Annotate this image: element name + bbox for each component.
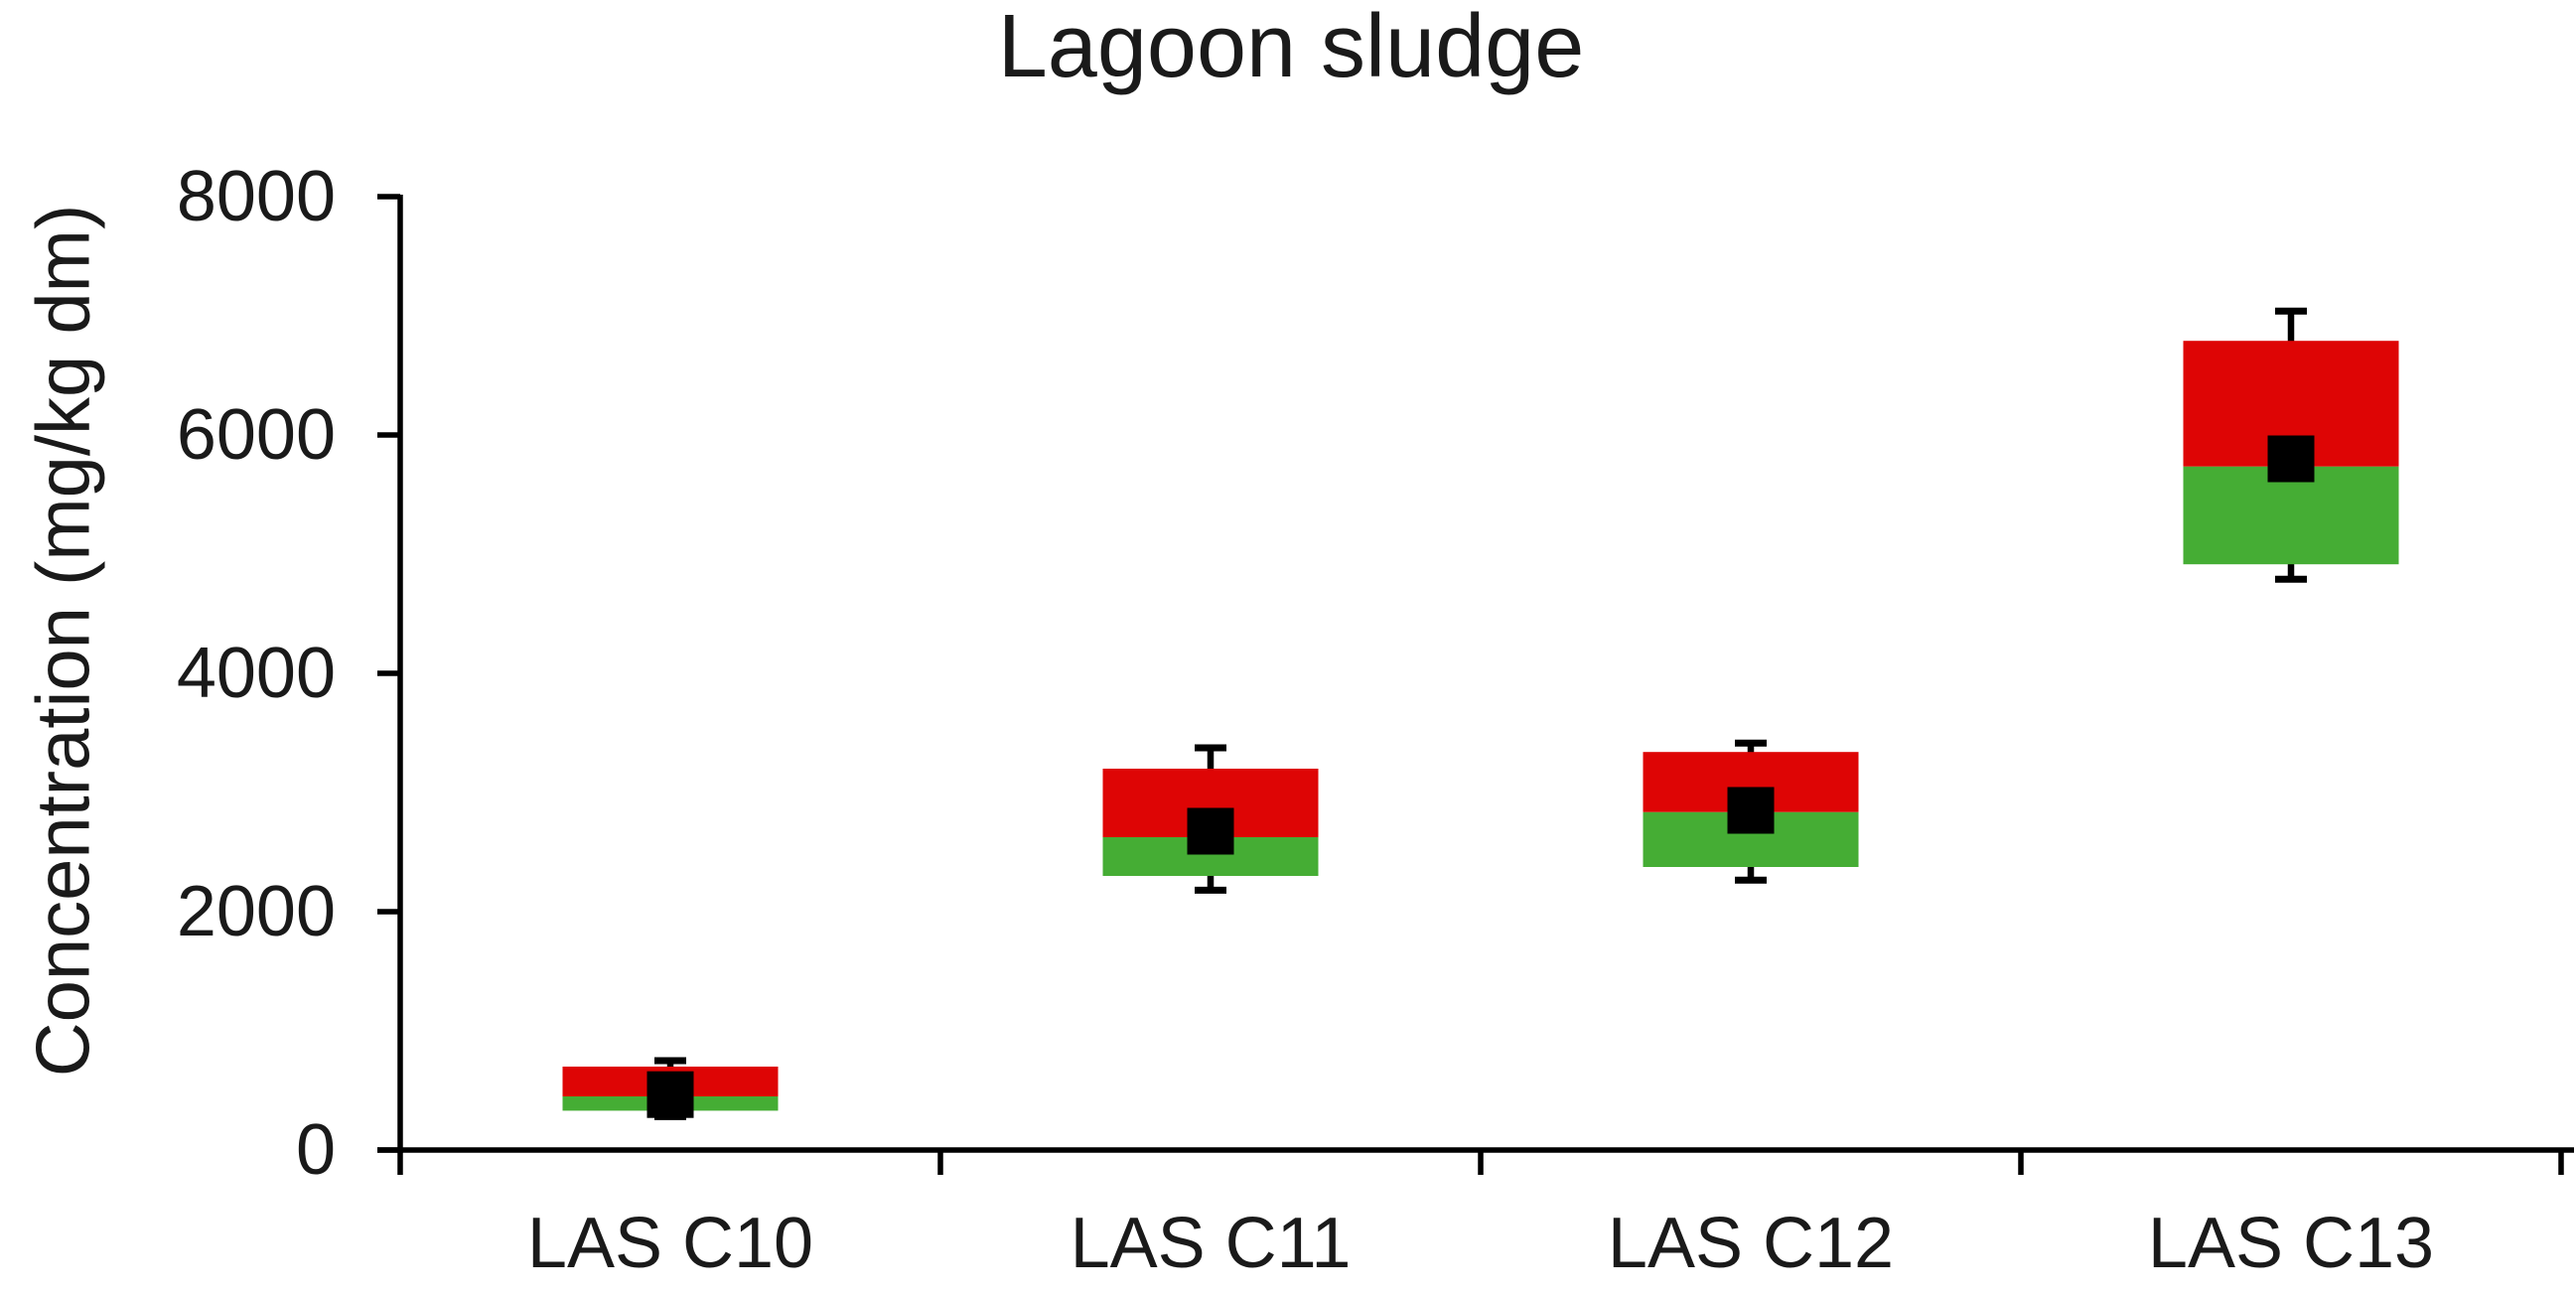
- whiskers-layer: [654, 307, 2307, 1120]
- x-category-label: LAS C12: [1608, 1204, 1894, 1283]
- x-category-label: LAS C13: [2148, 1204, 2434, 1283]
- y-axis: 0 2000 4000 6000 8000: [177, 157, 403, 1190]
- box-lower-segment: [2183, 466, 2399, 565]
- x-category-label: LAS C11: [1071, 1204, 1352, 1283]
- mean-marker-las-c12: [1727, 787, 1775, 834]
- y-tick-label: 8000: [177, 157, 336, 236]
- markers-layer: [646, 435, 2315, 1118]
- y-tick-label: 4000: [177, 634, 336, 713]
- y-tick-label: 0: [296, 1110, 336, 1190]
- chart-title: Lagoon sludge: [997, 0, 1585, 96]
- boxes-layer: [562, 341, 2399, 1111]
- x-axis: LAS C10 LAS C11 LAS C12 LAS C13: [377, 1147, 2574, 1283]
- mean-marker-las-c11: [1187, 807, 1234, 855]
- mean-marker-las-c10: [646, 1071, 694, 1118]
- box-las-c12: [1643, 752, 1859, 867]
- x-category-label: LAS C10: [527, 1204, 813, 1283]
- y-tick-label: 6000: [177, 395, 336, 475]
- y-tick-label: 2000: [177, 872, 336, 951]
- mean-marker-las-c13: [2267, 435, 2315, 483]
